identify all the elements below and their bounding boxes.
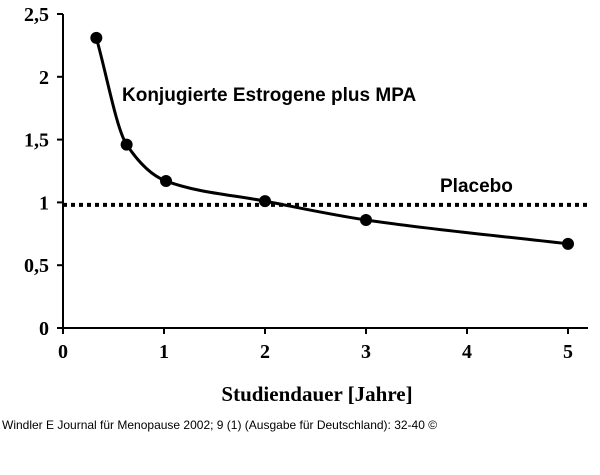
data-point xyxy=(160,175,173,188)
y-tick-label: 0,5 xyxy=(24,255,49,277)
x-tick-label: 0 xyxy=(58,341,68,363)
y-tick-label: 0 xyxy=(39,318,49,340)
data-point xyxy=(562,237,574,250)
data-point xyxy=(120,138,133,151)
y-tick-label: 1 xyxy=(39,192,49,214)
series-group xyxy=(90,31,574,250)
x-tick-label: 4 xyxy=(462,341,472,363)
source-caption: Windler E Journal für Menopause 2002; 9 … xyxy=(2,418,438,432)
y-tick-label: 2,5 xyxy=(24,4,49,26)
y-tick-label: 1,5 xyxy=(24,130,49,152)
series-annotation: Konjugierte Estrogene plus MPA xyxy=(122,85,416,106)
data-point xyxy=(360,213,372,226)
data-point xyxy=(90,31,103,44)
placebo-annotation: Placebo xyxy=(440,176,513,197)
x-axis-title: Studiendauer [Jahre] xyxy=(221,382,412,406)
axes xyxy=(62,14,588,329)
x-tick-label: 3 xyxy=(361,341,371,363)
y-tick-label: 2 xyxy=(39,67,49,89)
x-tick-label: 5 xyxy=(563,341,573,363)
x-ticks: 0 1 2 3 4 5 xyxy=(58,328,573,363)
x-tick-label: 1 xyxy=(159,341,169,363)
chart: 0 0,5 1 1,5 2 2,5 0 1 2 3 4 5 Konjugierte Estrogen… xyxy=(24,4,588,406)
series-line xyxy=(94,37,569,246)
x-tick-label: 2 xyxy=(260,341,270,363)
y-ticks: 0 0,5 1 1,5 2 2,5 xyxy=(24,4,63,340)
data-point xyxy=(259,195,271,208)
